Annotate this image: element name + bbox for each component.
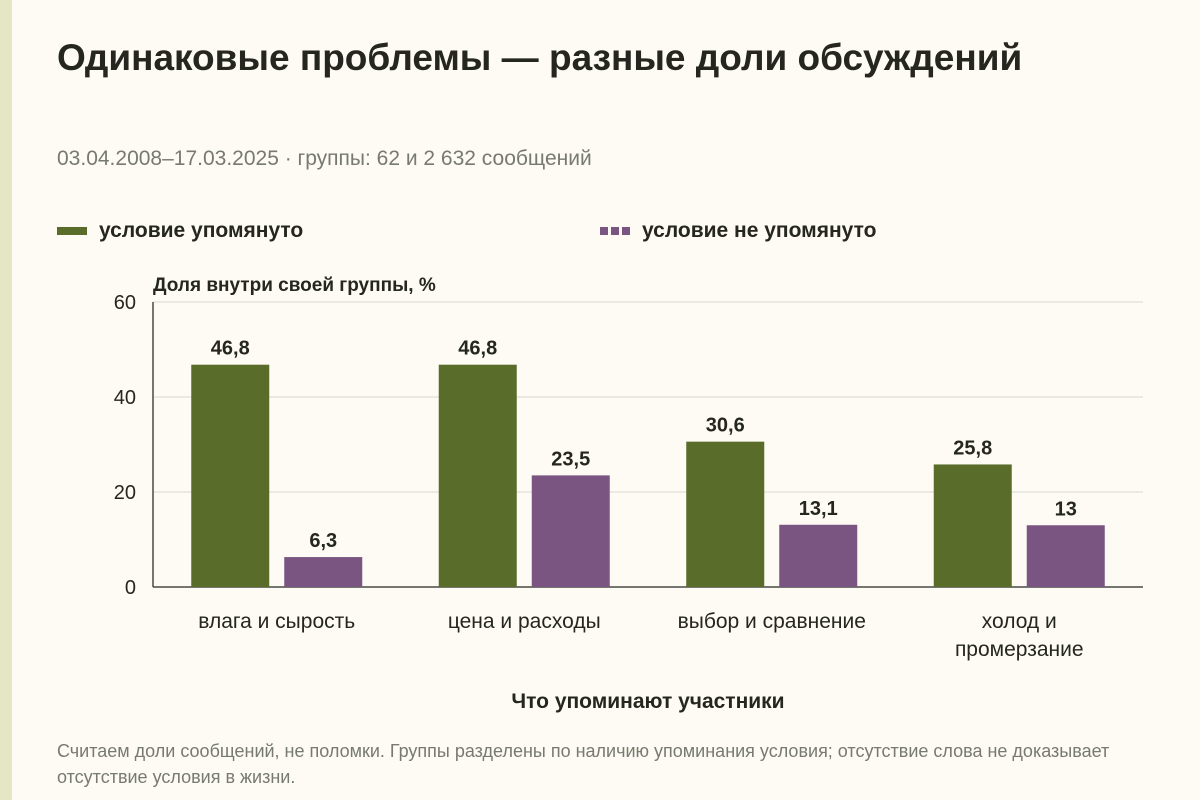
bar <box>531 475 610 587</box>
bar <box>779 524 858 587</box>
bar-value-label: 6,3 <box>309 530 337 552</box>
bar-value-label: 13,1 <box>799 498 838 520</box>
x-axis-label: Что упоминают участники <box>511 690 784 713</box>
side-accent-stripe <box>0 0 12 800</box>
legend-label-mentioned: условие упомянуто <box>99 219 304 242</box>
bar <box>1026 525 1105 587</box>
bar-value-label: 46,8 <box>458 338 497 360</box>
chart-caption: Считаем доли сообщений, не поломки. Груп… <box>57 741 1110 787</box>
x-tick-label: цена и расходы <box>448 610 601 633</box>
bar <box>438 364 517 587</box>
bar <box>686 441 765 587</box>
legend-item-not-mentioned: условие не упомянуто <box>600 219 876 243</box>
bar-value-label: 25,8 <box>953 437 992 459</box>
bar <box>191 364 270 587</box>
chart-title: Одинаковые проблемы — разные доли обсужд… <box>57 37 1023 78</box>
x-tick-label: промерзание <box>955 638 1084 661</box>
legend-swatch-not-mentioned <box>600 227 630 235</box>
bar <box>284 557 363 587</box>
legend-label-not-mentioned: условие не упомянуто <box>642 219 877 242</box>
x-tick-label: выбор и сравнение <box>678 610 866 633</box>
legend-item-mentioned: условие упомянуто <box>57 219 303 243</box>
y-tick-label: 20 <box>114 482 136 504</box>
bar-value-label: 13 <box>1055 498 1077 520</box>
chart-subtitle: 03.04.2008–17.03.2025 · группы: 62 и 2 6… <box>57 147 592 170</box>
x-tick-label: влага и сырость <box>198 610 355 633</box>
y-axis-label: Доля внутри своей группы, % <box>153 275 436 296</box>
bar-value-label: 46,8 <box>211 338 250 360</box>
bar-value-label: 23,5 <box>551 448 590 470</box>
y-tick-label: 40 <box>114 387 136 409</box>
bar-value-label: 30,6 <box>706 415 745 437</box>
legend-swatch-mentioned <box>57 227 87 235</box>
bar <box>933 464 1012 587</box>
y-tick-label: 0 <box>125 577 136 599</box>
x-tick-label: холод и <box>982 610 1057 633</box>
y-tick-label: 60 <box>114 292 136 314</box>
